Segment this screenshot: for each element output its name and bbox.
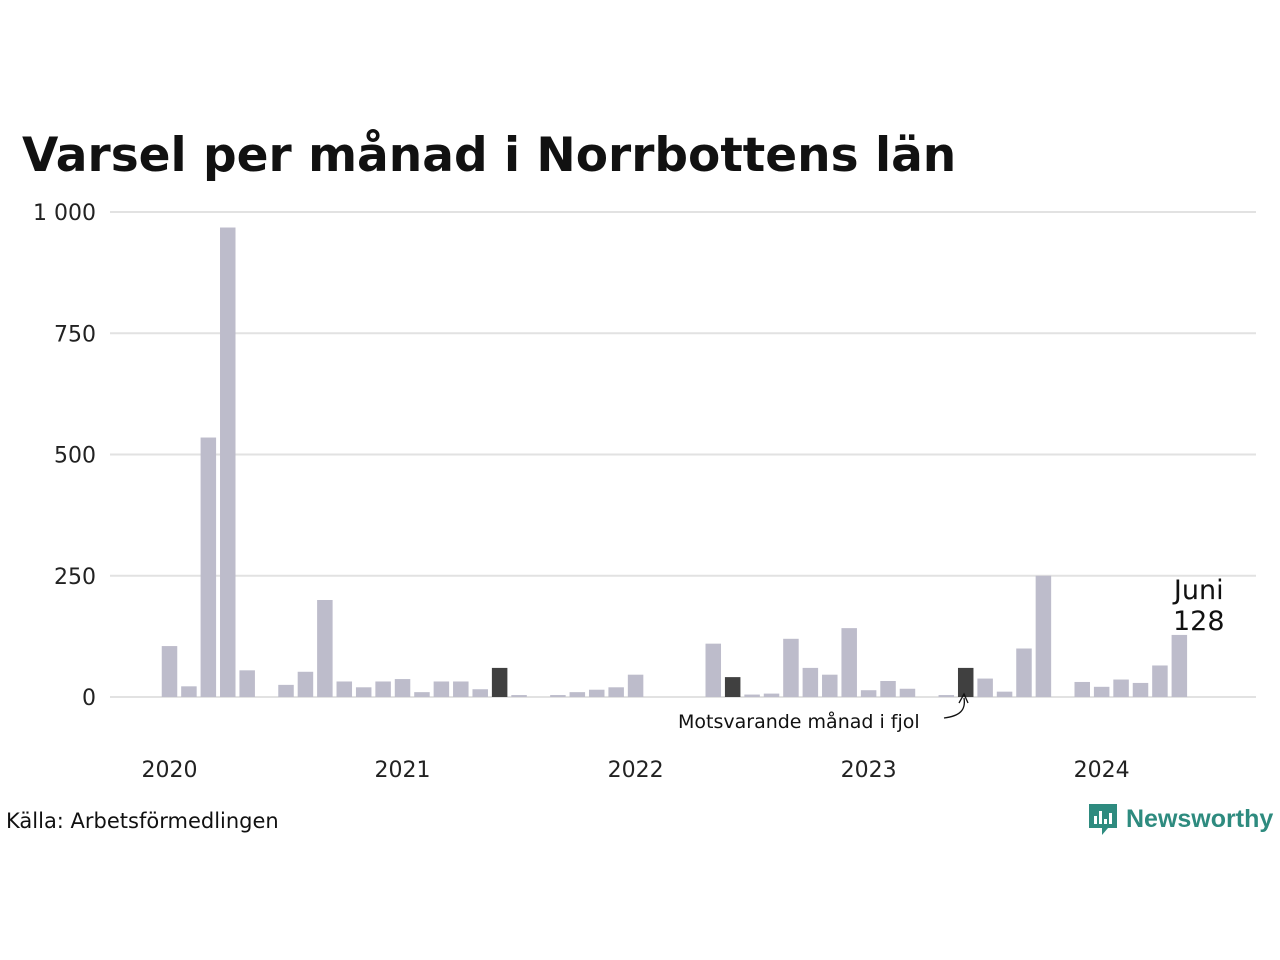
bar-2021-07 (511, 695, 527, 697)
annotation-arrowhead (958, 692, 969, 704)
bar-2022-05 (705, 643, 722, 697)
bar-2023-10 (1035, 575, 1052, 697)
bar-2022-11 (822, 674, 838, 697)
x-tick-label: 2023 (841, 758, 897, 783)
highlight-value: 128 (1173, 606, 1225, 637)
bar-2021-05 (472, 689, 488, 697)
brand-logo: Newsworthy (1088, 802, 1273, 836)
bar-2024-02 (1113, 679, 1129, 697)
y-axis-labels: 0 250 500 750 1 000 (33, 201, 96, 711)
bar-2023-02 (880, 680, 896, 697)
bar-2024-05 (1171, 634, 1188, 697)
bar-2020-03 (200, 437, 217, 697)
chart-title: Varsel per månad i Norrbottens län (22, 128, 957, 183)
bar-2024-03 (1132, 682, 1149, 697)
bar-2021-09 (550, 695, 566, 697)
bar-2022-10 (802, 667, 819, 697)
y-tick-label: 250 (54, 565, 96, 590)
bar-2020-10 (336, 681, 353, 697)
bar-2022-12 (841, 628, 857, 697)
bar-2021-12 (608, 687, 624, 697)
bar-2022-08 (763, 693, 780, 697)
bar-2021-04 (453, 681, 469, 697)
bar-2020-08 (297, 671, 314, 697)
x-tick-label: 2022 (608, 758, 664, 783)
x-tick-label: 2020 (142, 758, 198, 783)
newsworthy-logo-icon (1089, 804, 1117, 835)
y-tick-label: 500 (54, 444, 96, 469)
bar-2020-09 (317, 600, 333, 697)
bar-2023-06 (957, 667, 974, 697)
bar-2020-04 (220, 227, 236, 697)
brand-name: Newsworthy (1126, 804, 1274, 833)
bar-2023-12 (1074, 681, 1090, 697)
y-tick-label: 750 (54, 322, 96, 347)
bar-2020-11 (355, 687, 372, 697)
bar-2021-03 (433, 681, 450, 697)
bar-2021-06 (491, 667, 508, 697)
bar-2023-03 (899, 688, 916, 697)
bar-2021-02 (414, 692, 430, 697)
bar-2022-06 (724, 677, 741, 697)
highlight-month: Juni (1172, 575, 1224, 606)
bar-2020-07 (278, 684, 294, 697)
x-axis-labels: 2020 2021 2022 2023 2024 (142, 758, 1130, 783)
bar-2020-12 (375, 681, 391, 697)
annotation: Motsvarande månad i fjol (678, 692, 969, 733)
bars (161, 227, 1188, 697)
annotation-label: Motsvarande månad i fjol (678, 710, 920, 733)
bar-2021-11 (588, 689, 605, 697)
bar-2020-02 (181, 686, 197, 697)
bar-2020-05 (239, 670, 255, 697)
x-tick-label: 2024 (1074, 758, 1130, 783)
source-note: Källa: Arbetsförmedlingen (6, 809, 279, 833)
bar-2024-04 (1152, 665, 1168, 697)
bar-2023-05 (938, 695, 955, 697)
bar-2024-01 (1093, 686, 1110, 697)
y-tick-label: 0 (82, 686, 96, 711)
bar-2023-01 (860, 690, 877, 697)
annotation-arrow (943, 697, 966, 719)
bar-2021-10 (569, 692, 586, 697)
bar-2023-08 (996, 691, 1013, 697)
bar-2022-07 (744, 694, 760, 697)
bar-2022-09 (783, 638, 799, 697)
bar-2020-01 (161, 646, 178, 697)
x-tick-label: 2021 (375, 758, 431, 783)
bar-2023-07 (977, 678, 993, 697)
bar-2021-01 (394, 679, 411, 697)
bar-2023-09 (1016, 648, 1032, 697)
y-tick-label: 1 000 (33, 201, 96, 226)
bar-2022-01 (627, 674, 644, 697)
highlight-label: Juni 128 (1172, 575, 1225, 637)
gridlines (110, 211, 1256, 698)
